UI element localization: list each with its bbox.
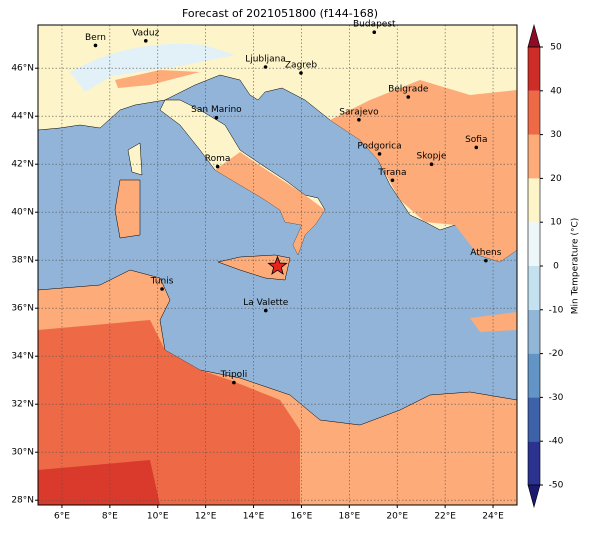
colorbar-segment: [528, 178, 540, 223]
y-tick-label: 36°N: [11, 304, 34, 314]
y-tick-label: 32°N: [11, 400, 34, 410]
colorbar-tick-label: -10: [549, 305, 564, 315]
city-label: Skopje: [417, 152, 447, 162]
city-dot: [372, 30, 377, 34]
colorbar-segment: [528, 353, 540, 398]
city-dot: [93, 43, 98, 48]
city-label: Bern: [85, 33, 106, 43]
city-label: San Marino: [191, 105, 242, 115]
city-label: Sarajevo: [339, 107, 379, 117]
x-tick-label: 16°E: [291, 512, 313, 522]
city-dot: [429, 162, 434, 166]
colorbar-segment: [528, 90, 540, 135]
colorbar-tick-label: 20: [550, 174, 562, 184]
city-label: Tunis: [150, 277, 174, 287]
city-dot: [214, 115, 219, 120]
city-dot: [263, 308, 268, 313]
grid: [35, 25, 517, 508]
colorbar-tick-label: 0: [553, 262, 559, 272]
city-label: La Valette: [243, 298, 288, 308]
y-tick-label: 42°N: [11, 160, 34, 170]
city-dot: [406, 95, 411, 99]
city-label: Tirana: [377, 168, 406, 178]
city-dot: [377, 152, 382, 156]
x-tick-label: 18°E: [339, 512, 361, 522]
city-label: Belgrade: [388, 85, 429, 95]
city-dot: [357, 118, 361, 122]
city-dot: [474, 145, 479, 150]
colorbar-segment: [528, 222, 540, 266]
chart-title: Forecast of 2021051800 (f144-168): [182, 7, 378, 20]
city-label: Vaduz: [132, 28, 159, 38]
city-label: Athens: [470, 248, 501, 258]
colorbar-segment: [528, 266, 540, 310]
city-label: Tripoli: [220, 370, 248, 380]
y-tick-label: 38°N: [11, 256, 34, 266]
colorbar-tick-label: 10: [550, 218, 562, 228]
city-label: Sofia: [465, 135, 487, 145]
city-dot: [232, 380, 236, 385]
colorbar-tick-label: 30: [550, 130, 562, 140]
colorbar-tick-label: 40: [550, 86, 562, 96]
colorbar: -50 -40 -30 -20 -10 0 10 20 30 40 50: [527, 23, 564, 509]
city-dot: [160, 287, 164, 291]
x-tick-label: 12°E: [195, 512, 217, 522]
colorbar-segment: [528, 134, 540, 179]
y-tick-label: 40°N: [11, 208, 34, 218]
colorbar-tick-label: -40: [549, 437, 564, 447]
x-tick-label: 6°E: [54, 512, 70, 522]
city-label: Budapest: [353, 20, 396, 30]
x-tick-label: 14°E: [243, 512, 265, 522]
map-frame: [37, 24, 518, 506]
x-tick-label: 20°E: [386, 512, 408, 522]
y-tick-label: 44°N: [11, 112, 34, 122]
city-label: Podgorica: [357, 141, 401, 151]
y-tick-label: 46°N: [11, 64, 34, 74]
colorbar-segment: [528, 309, 540, 354]
colorbar-tick-label: 50: [550, 43, 562, 53]
city-dot: [299, 71, 303, 75]
city-label: Ljubljana: [245, 55, 286, 65]
colorbar-segment: [528, 47, 540, 91]
colorbar-extend-under: [527, 484, 541, 509]
city-label: Roma: [205, 154, 231, 164]
city-label: Zagreb: [285, 61, 317, 71]
colorbar-tick-label: -50: [549, 481, 564, 491]
x-tick-label: 8°E: [102, 512, 118, 522]
city-dot: [390, 178, 395, 183]
y-tick-label: 28°N: [11, 496, 34, 506]
city-dot: [484, 258, 488, 263]
colorbar-extend-over: [527, 23, 541, 48]
marker-star: [267, 255, 288, 275]
y-tick-label: 30°N: [11, 448, 34, 458]
colorbar-tick-label: -20: [549, 349, 564, 359]
colorbar-segment: [528, 441, 540, 485]
x-tick-label: 22°E: [434, 512, 456, 522]
colorbar-tick-label: -30: [549, 393, 564, 403]
y-tick-label: 34°N: [11, 352, 34, 362]
city-dot: [263, 65, 268, 69]
x-tick-label: 24°E: [482, 512, 504, 522]
x-tick-label: 10°E: [147, 512, 169, 522]
colorbar-label: Min Temperature (°C): [571, 218, 581, 315]
city-dot: [143, 39, 148, 43]
city-dot: [215, 164, 220, 169]
map-fill: [38, 25, 517, 505]
colorbar-segment: [528, 397, 540, 442]
